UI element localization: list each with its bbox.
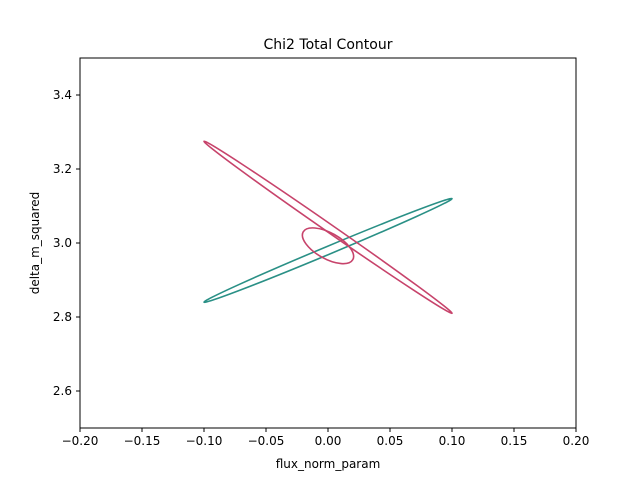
y-tick-label: 3.2 (53, 162, 72, 176)
contour-series-1 (203, 197, 453, 304)
plot-area-frame (79, 57, 577, 429)
x-axis: −0.20 −0.15 −0.10 −0.05 0.00 0.05 0.10 0.15 0.20 (62, 428, 590, 448)
x-tick-label: 0.20 (563, 434, 590, 448)
x-axis-label: flux_norm_param (276, 457, 381, 471)
y-tick-label: 3.0 (53, 236, 72, 250)
chart-title: Chi2 Total Contour (264, 37, 393, 53)
x-tick-label: −0.20 (62, 434, 99, 448)
y-tick-label: 2.6 (53, 384, 72, 398)
y-axis-label: delta_m_squared (28, 192, 42, 295)
y-tick-label: 2.8 (53, 310, 72, 324)
x-tick-label: −0.05 (248, 434, 285, 448)
x-tick-label: 0.05 (377, 434, 404, 448)
y-axis: 2.6 2.8 3.0 3.2 3.4 (53, 88, 80, 398)
x-tick-label: 0.00 (315, 434, 342, 448)
x-tick-label: −0.15 (124, 434, 161, 448)
x-tick-label: 0.15 (501, 434, 528, 448)
contour-series-3 (301, 227, 355, 265)
x-tick-label: 0.10 (439, 434, 466, 448)
x-tick-label: −0.10 (186, 434, 223, 448)
series-layer (203, 140, 453, 315)
y-tick-label: 3.4 (53, 88, 72, 102)
